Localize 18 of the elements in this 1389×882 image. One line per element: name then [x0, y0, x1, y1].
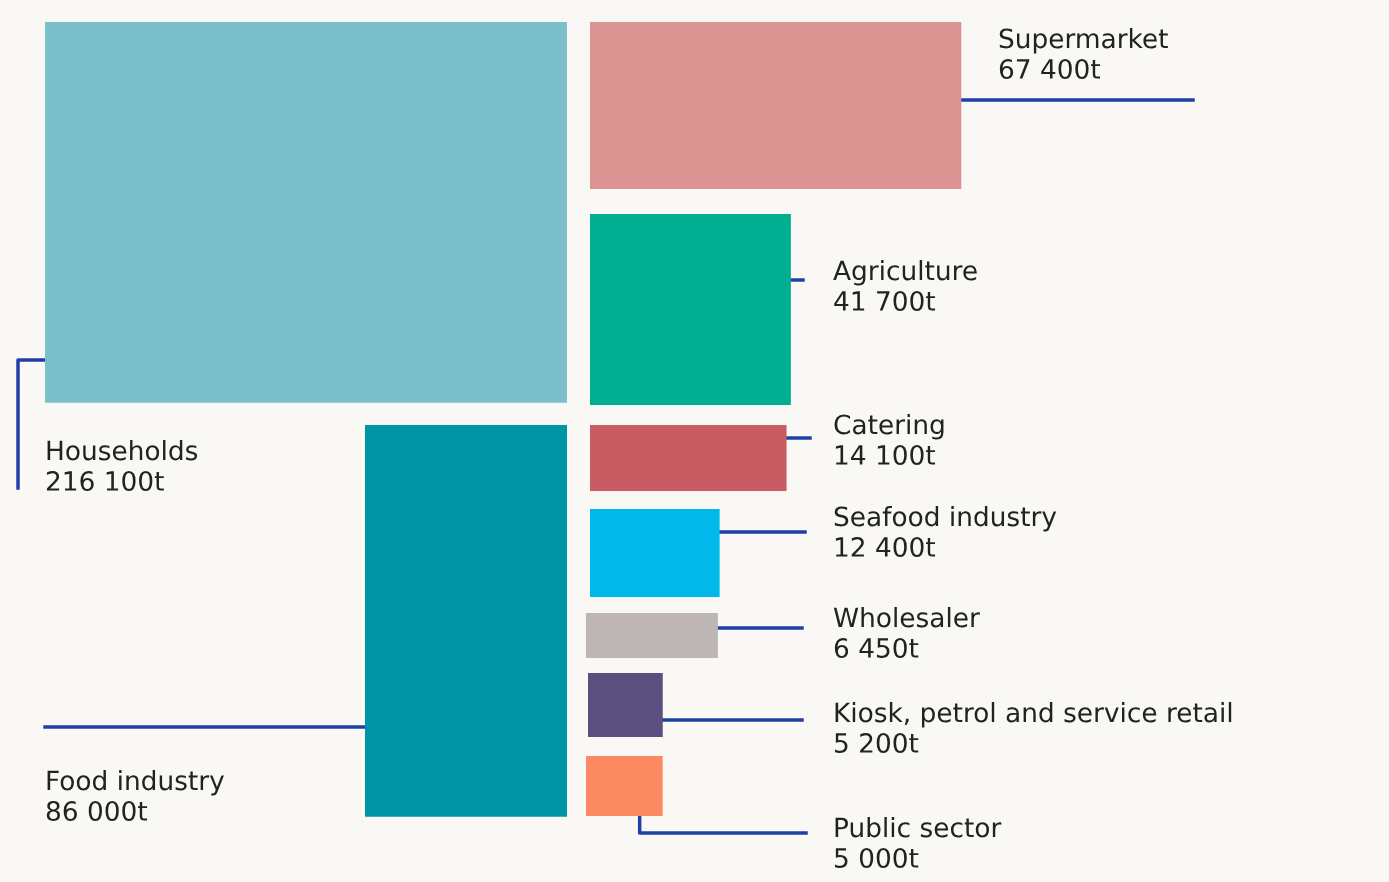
category-label: Seafood industry: [834, 506, 1057, 532]
category-label: Food industry: [47, 770, 224, 796]
category-label: Households: [47, 440, 198, 461]
category-label: Kiosk, petrol and service retail: [835, 702, 1232, 728]
data-label: 14 100t: [835, 445, 936, 465]
data-label: 5 000t: [835, 848, 919, 868]
category-label: Catering: [834, 414, 944, 440]
category-label: Wholesaler: [833, 607, 980, 628]
category-label: Public sector: [835, 817, 1002, 838]
data-label: 6 450t: [834, 638, 919, 658]
data-label: 41 700t: [834, 291, 936, 311]
data-label: 216 100t: [46, 471, 164, 491]
data-label: 67 400t: [999, 59, 1101, 79]
category-label: Agriculture: [833, 260, 977, 286]
category-label: Supermarket: [999, 28, 1168, 54]
data-label: 5 200t: [835, 733, 919, 753]
data-label: 86 000t: [46, 801, 148, 821]
data-label: 12 400t: [835, 537, 936, 557]
